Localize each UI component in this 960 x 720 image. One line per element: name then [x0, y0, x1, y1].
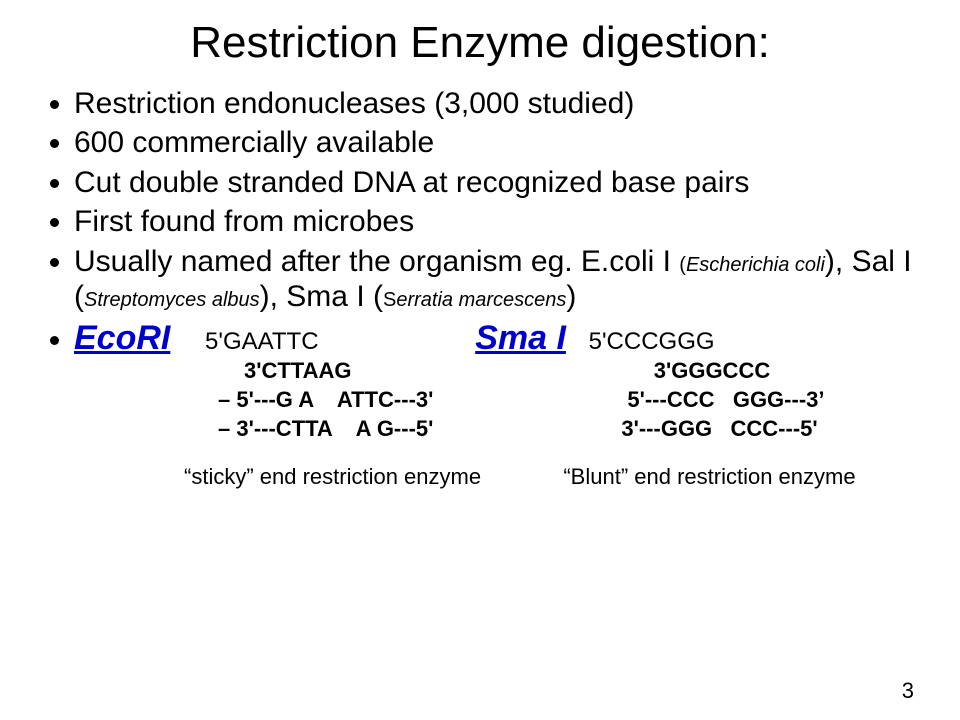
species-name: erratia marcescens [396, 289, 566, 311]
bullet-item: Usually named after the organism eg. E.c… [74, 244, 920, 315]
bullet-item: First found from microbes [74, 204, 920, 239]
slide-title: Restriction Enzyme digestion: [40, 18, 920, 68]
slide: Restriction Enzyme digestion: Restrictio… [0, 0, 960, 490]
enzyme-name-smai: Sma I [475, 319, 566, 357]
sequence-line: 3'CTTAAG 3'GGGCCC [74, 358, 920, 384]
cut-line: 3'---CTTA A G---5' 3'---GGG CCC---5' [218, 415, 920, 444]
sequence: 3'CTTAAG [244, 358, 352, 383]
species-name: Streptomyces albus [84, 289, 260, 311]
sequence: 3'GGGCCC [654, 358, 770, 383]
cut-left: 5'---G A ATTC---3' [236, 387, 433, 412]
enzyme-row: EcoRI 5'GAATTC Sma I 5'CCCGGG 3'CTTAAG 3… [74, 318, 920, 489]
sticky-label: “sticky” end restriction enzyme [184, 464, 481, 489]
enzyme-name-ecori: EcoRI [74, 319, 170, 357]
text: ( [679, 254, 686, 276]
end-labels: “sticky” end restriction enzyme “Blunt” … [74, 464, 920, 490]
species-name: Escherichia coli [686, 254, 825, 276]
text: ), Sma I ( [260, 280, 383, 313]
bullet-item: Restriction endonucleases (3,000 studied… [74, 86, 920, 121]
cut-right: 3'---GGG CCC---5' [621, 416, 817, 441]
page-number: 3 [902, 678, 914, 704]
cut-left: 3'---CTTA A G---5' [236, 416, 433, 441]
sequence: 5'GAATTC [205, 328, 318, 355]
bullet-item: Cut double stranded DNA at recognized ba… [74, 165, 920, 200]
cut-list: 5'---G A ATTC---3' 5'---CCC GGG---3’ 3'--… [74, 386, 920, 443]
cut-right: 5'---CCC GGG---3’ [627, 387, 824, 412]
cut-line: 5'---G A ATTC---3' 5'---CCC GGG---3’ [218, 386, 920, 415]
sequence: 5'CCCGGG [589, 328, 715, 355]
text: S [383, 289, 396, 311]
bullet-list: Restriction endonucleases (3,000 studied… [40, 86, 920, 490]
blunt-label: “Blunt” end restriction enzyme [563, 464, 855, 489]
text: Usually named after the organism eg. E.c… [74, 245, 679, 278]
bullet-item: 600 commercially available [74, 125, 920, 160]
text: ) [566, 280, 576, 313]
